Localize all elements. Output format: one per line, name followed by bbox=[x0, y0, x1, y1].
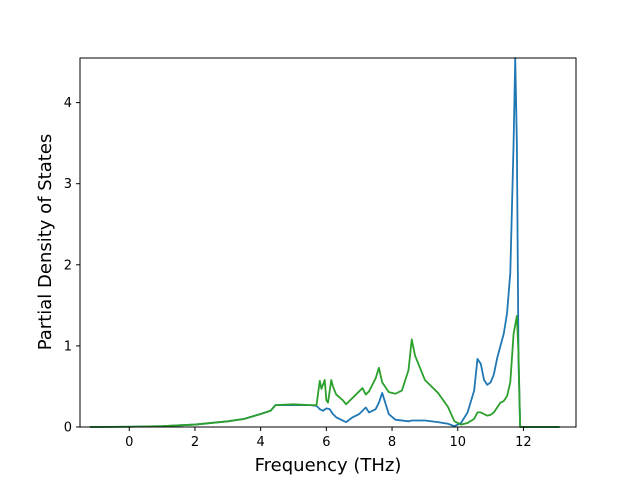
x-axis: 0 2 4 6 8 10 12 bbox=[125, 427, 532, 450]
plot-background bbox=[80, 58, 576, 427]
y-axis: 0 1 2 3 4 bbox=[64, 96, 80, 436]
x-axis-label: Frequency (THz) bbox=[255, 455, 402, 476]
plot-frame bbox=[79, 57, 577, 428]
x-tick-label: 4 bbox=[257, 435, 265, 450]
x-tick-label: 12 bbox=[515, 435, 532, 450]
y-tick-label: 2 bbox=[64, 258, 72, 273]
x-tick-label: 6 bbox=[322, 435, 330, 450]
y-tick-label: 0 bbox=[64, 421, 72, 436]
x-tick-label: 8 bbox=[388, 435, 396, 450]
y-tick-label: 3 bbox=[64, 177, 72, 192]
y-tick-label: 4 bbox=[64, 96, 72, 111]
series-line-2 bbox=[89, 314, 560, 428]
x-tick-label: 0 bbox=[125, 435, 133, 450]
y-tick-label: 1 bbox=[64, 339, 72, 354]
x-tick-label: 10 bbox=[449, 435, 466, 450]
y-axis-label: Partial Density of States bbox=[35, 134, 56, 351]
series-layer bbox=[89, 57, 560, 428]
x-tick-label: 2 bbox=[191, 435, 199, 450]
